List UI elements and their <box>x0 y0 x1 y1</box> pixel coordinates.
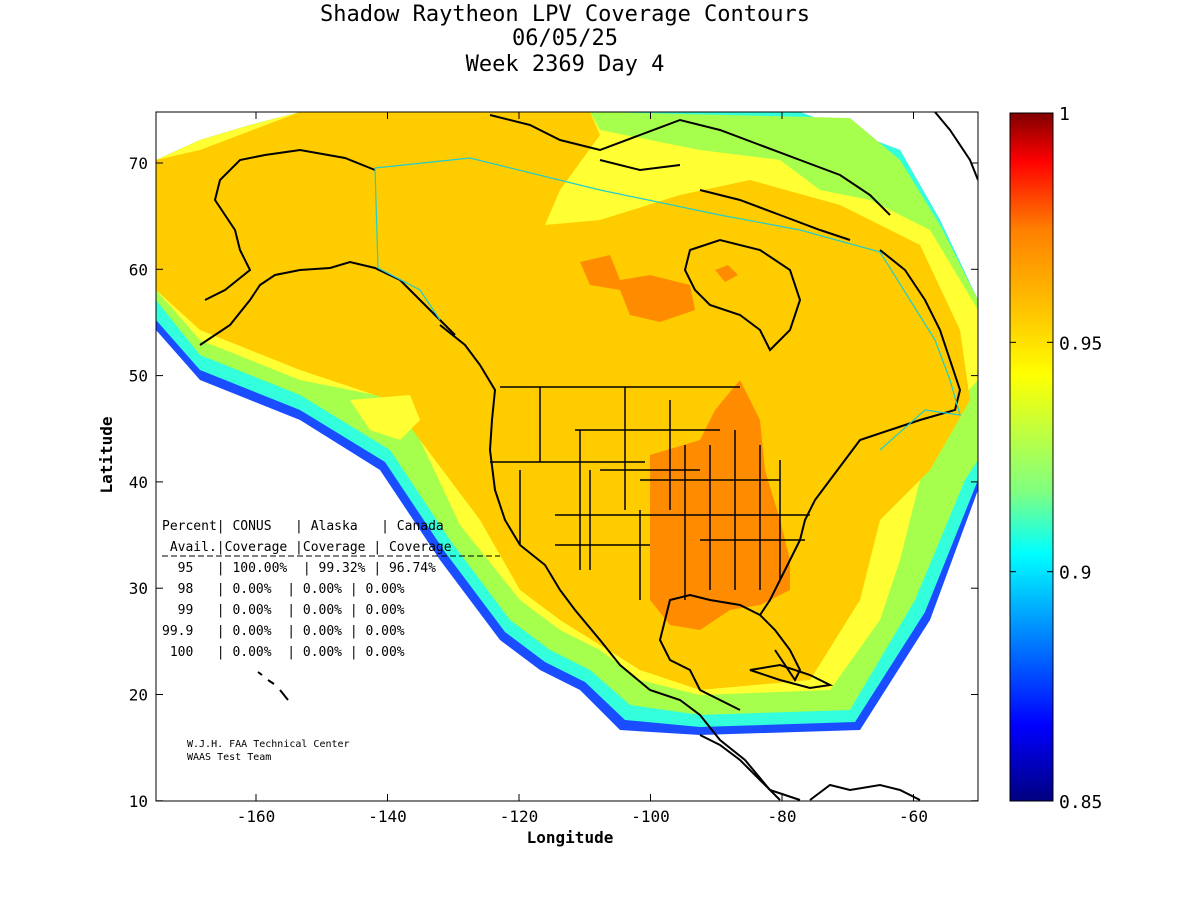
plot-frame <box>155 111 979 802</box>
colorbar-tick-label: 0.85 <box>1059 792 1102 813</box>
colorbar <box>1009 112 1054 802</box>
table-row: 98 | 0.00% | 0.00% | 0.00% <box>162 582 405 597</box>
coverage-contours <box>156 112 978 735</box>
credit-block: W.J.H. FAA Technical Center WAAS Test Te… <box>187 739 350 763</box>
contour-orange-hudson <box>715 265 738 282</box>
y-tick-label: 40 <box>129 473 148 492</box>
colorbar-tick-label: 1 <box>1059 104 1070 125</box>
table-row: 99 | 0.00% | 0.00% | 0.00% <box>162 603 405 618</box>
table-row: 95 | 100.00% | 99.32% | 96.74% <box>162 561 436 576</box>
table-header-2: Avail.|Coverage |Coverage | Coverage <box>162 540 452 555</box>
coast-east <box>759 249 962 616</box>
x-tick-label: -80 <box>768 807 797 826</box>
chart-date: 06/05/25 <box>512 26 618 51</box>
x-tick-label: -140 <box>368 807 407 826</box>
y-tick-label: 60 <box>129 260 148 279</box>
y-tick-label: 70 <box>129 154 148 173</box>
table-row: 99.9 | 0.00% | 0.00% | 0.00% <box>162 624 405 639</box>
colorbar-tick-label: 0.95 <box>1059 333 1102 354</box>
coast-west <box>439 324 801 801</box>
coast-hawaii <box>257 671 289 701</box>
x-axis-label: Longitude <box>527 828 614 847</box>
contour-alaska-yellow <box>350 395 420 440</box>
credit-line-1: W.J.H. FAA Technical Center <box>187 739 350 750</box>
coast-alaska <box>199 148 456 346</box>
contour-orange-canada <box>580 255 695 322</box>
x-tick-label: -120 <box>500 807 539 826</box>
table-header-1: Percent| CONUS | Alaska | Canada <box>162 519 444 534</box>
coast-florida <box>759 614 802 682</box>
state-borders <box>490 386 810 600</box>
x-tick-label: -160 <box>237 807 276 826</box>
y-tick-label: 50 <box>129 367 148 386</box>
table-row: 100 | 0.00% | 0.00% | 0.00% <box>162 645 405 660</box>
x-axis-ticks: -160 -140 -120 -100 -80 -60 <box>237 112 928 826</box>
y-axis-ticks: 70 60 50 40 30 20 10 <box>129 154 978 811</box>
region-boundaries <box>374 157 961 451</box>
coverage-table: Percent| CONUS | Alaska | Canada Avail.|… <box>162 519 500 660</box>
chart-week-day: Week 2369 Day 4 <box>465 52 665 77</box>
chart-title: Shadow Raytheon LPV Coverage Contours <box>319 2 811 27</box>
coast-gulf <box>658 593 761 711</box>
y-tick-label: 20 <box>129 686 148 705</box>
coastlines <box>199 112 978 801</box>
x-tick-label: -100 <box>631 807 670 826</box>
coast-central-america <box>699 734 781 801</box>
x-tick-label: -60 <box>899 807 928 826</box>
coast-arctic-islands <box>489 114 891 241</box>
credit-line-2: WAAS Test Team <box>187 752 271 763</box>
y-tick-label: 30 <box>129 579 148 598</box>
y-axis-label: Latitude <box>97 416 116 493</box>
colorbar-ticks: 1 0.95 0.9 0.85 <box>1010 104 1102 813</box>
coast-hudson <box>683 238 802 352</box>
coast-cuba <box>749 663 834 690</box>
y-tick-label: 10 <box>129 792 148 811</box>
colorbar-tick-label: 0.9 <box>1059 563 1092 584</box>
coast-south-america <box>809 783 921 801</box>
coast-greenland <box>934 112 978 181</box>
